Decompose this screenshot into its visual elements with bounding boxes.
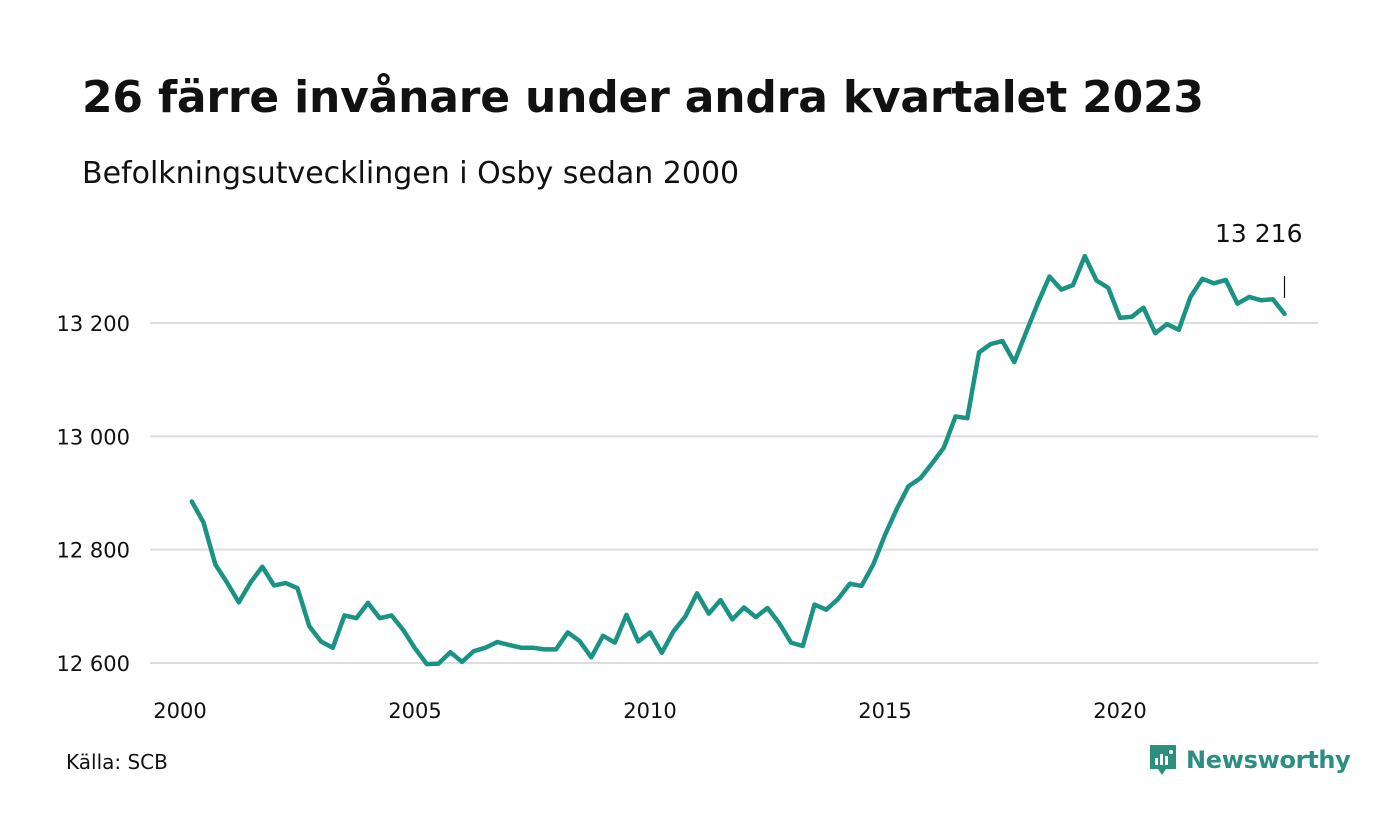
- chart-subtitle: Befolkningsutvecklingen i Osby sedan 200…: [82, 156, 740, 191]
- chart-title: 26 färre invånare under andra kvartalet …: [82, 72, 1204, 123]
- y-axis-tick-labels: 12 600 12 800 13 000 13 200: [57, 312, 130, 676]
- end-annotation: 13 216: [1215, 219, 1303, 298]
- y-tick-label: 12 600: [57, 652, 130, 676]
- newsworthy-logo-icon: [1150, 745, 1176, 775]
- gridlines: [150, 322, 1318, 664]
- series-line: [189, 253, 1287, 667]
- x-tick-label: 2020: [1093, 699, 1146, 723]
- end-value-label: 13 216: [1215, 219, 1302, 248]
- x-tick-label: 2000: [153, 699, 206, 723]
- x-tick-label: 2015: [858, 699, 911, 723]
- brand-logo[interactable]: Newsworthy: [1148, 743, 1351, 777]
- series-group: [189, 253, 1287, 667]
- x-axis-tick-labels: 2000 2005 2010 2015 2020: [153, 699, 1146, 723]
- x-tick-label: 2005: [388, 699, 441, 723]
- source-note: Källa: SCB: [66, 750, 168, 774]
- y-tick-label: 12 800: [57, 539, 130, 563]
- x-tick-label: 2010: [623, 699, 676, 723]
- brand-name: Newsworthy: [1186, 746, 1351, 774]
- y-tick-label: 13 000: [57, 425, 130, 449]
- y-tick-label: 13 200: [57, 312, 130, 336]
